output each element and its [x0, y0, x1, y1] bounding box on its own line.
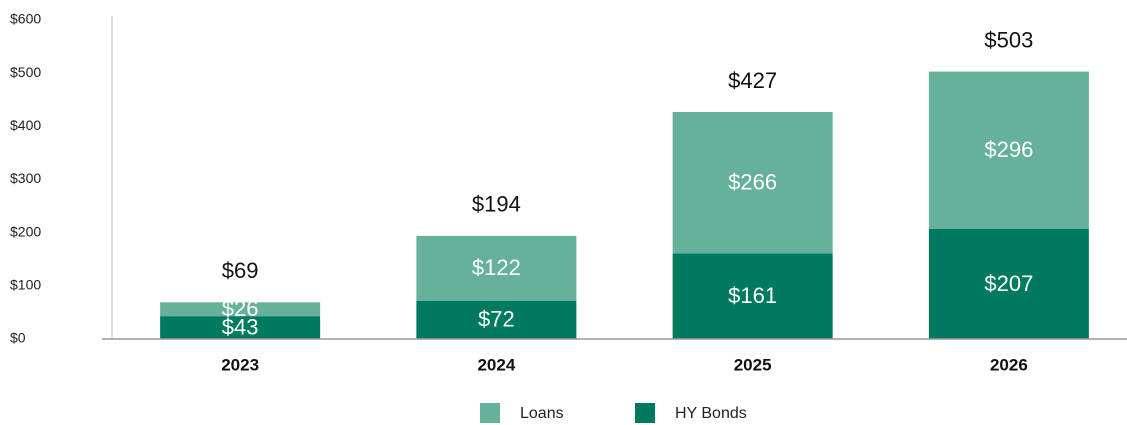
legend-swatch: [480, 403, 500, 423]
y-tick-label: $500: [10, 64, 41, 80]
value-label: $207: [984, 271, 1033, 296]
total-label: $503: [984, 27, 1033, 52]
value-label: $266: [728, 170, 777, 195]
y-tick-label: $400: [10, 117, 41, 133]
bar-segment: [160, 316, 321, 339]
legend-label: Loans: [520, 405, 564, 422]
value-label: $122: [472, 255, 521, 280]
bar-segment: [160, 302, 321, 317]
x-tick-label: 2023: [221, 355, 259, 374]
bar-segment: [928, 228, 1089, 339]
bar-segment: [416, 235, 577, 301]
value-label: $72: [478, 307, 515, 332]
total-label: $194: [472, 192, 521, 217]
value-label: $296: [984, 137, 1033, 162]
y-tick-label: $0: [10, 330, 26, 346]
value-label: $26: [222, 296, 259, 321]
x-tick-label: 2025: [734, 355, 772, 374]
y-tick-label: $600: [10, 11, 41, 27]
legend-swatch: [635, 403, 655, 423]
value-label: $161: [728, 283, 777, 308]
y-tick-label: $300: [10, 170, 41, 186]
x-tick-label: 2024: [477, 355, 515, 374]
total-label: $69: [222, 258, 259, 283]
y-tick-label: $100: [10, 277, 41, 293]
x-tick-label: 2026: [990, 355, 1028, 374]
legend-label: HY Bonds: [675, 405, 747, 422]
bar-segment: [928, 71, 1089, 229]
bar-segment: [416, 300, 577, 339]
y-tick-label: $200: [10, 223, 41, 239]
bar-segment: [672, 253, 833, 339]
total-label: $427: [728, 68, 777, 93]
value-label: $43: [222, 314, 259, 339]
bar-segment: [672, 111, 833, 254]
